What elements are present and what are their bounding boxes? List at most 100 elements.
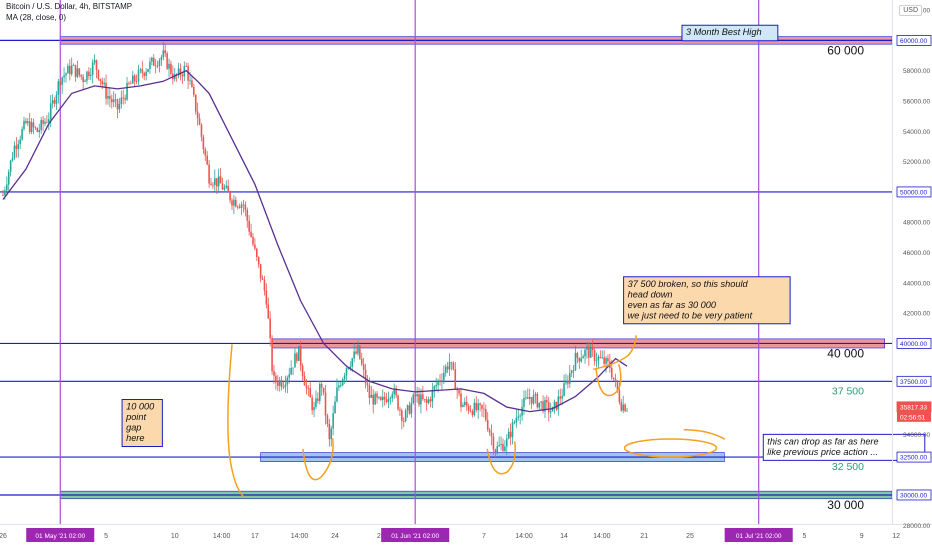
candle-body[interactable] — [57, 81, 60, 95]
candle-body[interactable] — [437, 380, 439, 386]
candle-body[interactable] — [458, 390, 460, 394]
candle-body[interactable] — [584, 349, 586, 357]
price-tag[interactable] — [896, 34, 932, 46]
candle-body[interactable] — [13, 145, 16, 159]
candle-body[interactable] — [91, 62, 94, 75]
candle-body[interactable] — [15, 145, 18, 149]
candle-body[interactable] — [131, 75, 134, 84]
candle-body[interactable] — [385, 399, 388, 402]
candle-body[interactable] — [534, 393, 537, 396]
candle-body[interactable] — [246, 209, 249, 221]
candle-body[interactable] — [324, 392, 327, 416]
candle-body[interactable] — [381, 396, 384, 400]
candle-body[interactable] — [292, 367, 294, 369]
candle-body[interactable] — [523, 398, 525, 407]
candle-body[interactable] — [488, 429, 491, 433]
candle-body[interactable] — [53, 100, 56, 104]
candle-body[interactable] — [603, 357, 605, 364]
candle-body[interactable] — [509, 431, 512, 438]
candle-body[interactable] — [435, 385, 437, 387]
candle-body[interactable] — [154, 65, 157, 67]
candle-body[interactable] — [84, 80, 86, 82]
candle-body[interactable] — [120, 97, 123, 105]
candle-body[interactable] — [44, 121, 46, 124]
candle-body[interactable] — [410, 402, 413, 414]
candle-body[interactable] — [496, 446, 499, 453]
candle-body[interactable] — [177, 68, 180, 76]
candle-body[interactable] — [391, 394, 394, 399]
candle-body[interactable] — [263, 279, 266, 291]
candle-body[interactable] — [568, 373, 571, 384]
candle-body[interactable] — [194, 94, 197, 112]
candle-body[interactable] — [212, 184, 214, 186]
candle-body[interactable] — [139, 69, 142, 71]
candle-body[interactable] — [498, 445, 500, 447]
candle-body[interactable] — [549, 411, 552, 413]
candle-body[interactable] — [242, 204, 245, 206]
candle-body[interactable] — [193, 86, 195, 95]
candle-body[interactable] — [67, 65, 69, 74]
candle-body[interactable] — [173, 74, 176, 80]
candle-body[interactable] — [301, 365, 304, 377]
candle-body[interactable] — [530, 397, 533, 404]
candle-body[interactable] — [277, 382, 279, 386]
candle-body[interactable] — [574, 353, 577, 371]
candle-body[interactable] — [521, 406, 523, 416]
candle-body[interactable] — [114, 99, 117, 101]
candle-body[interactable] — [143, 73, 146, 76]
candle-body[interactable] — [334, 401, 336, 414]
candle-body[interactable] — [40, 120, 42, 130]
candle-body[interactable] — [313, 407, 315, 411]
candle-body[interactable] — [610, 367, 613, 378]
candle-body[interactable] — [622, 404, 625, 411]
candle-body[interactable] — [359, 345, 361, 359]
breakdown-circle-drawing[interactable] — [593, 335, 637, 370]
candle-body[interactable] — [364, 369, 367, 384]
candle-body[interactable] — [97, 70, 100, 79]
candle-body[interactable] — [233, 199, 235, 206]
candle-body[interactable] — [196, 111, 199, 119]
candle-body[interactable] — [368, 385, 371, 398]
candle-body[interactable] — [538, 402, 541, 408]
candle-body[interactable] — [149, 61, 151, 69]
candle-body[interactable] — [580, 358, 583, 362]
candle-body[interactable] — [332, 413, 334, 429]
candle-body[interactable] — [450, 362, 453, 363]
candle-body[interactable] — [231, 200, 233, 206]
candle-body[interactable] — [189, 80, 191, 82]
candle-body[interactable] — [612, 377, 615, 380]
candle-body[interactable] — [227, 185, 229, 192]
candle-body[interactable] — [103, 82, 105, 85]
candle-body[interactable] — [49, 103, 52, 120]
candle-body[interactable] — [280, 380, 283, 387]
candle-body[interactable] — [11, 158, 14, 161]
candle-body[interactable] — [370, 394, 373, 398]
candle-body[interactable] — [256, 248, 258, 257]
candle-body[interactable] — [158, 60, 161, 66]
candle-body[interactable] — [294, 353, 296, 368]
candle-body[interactable] — [546, 400, 548, 403]
candle-body[interactable] — [59, 81, 62, 86]
candle-body[interactable] — [477, 403, 479, 410]
candle-body[interactable] — [576, 353, 579, 358]
candle-body[interactable] — [448, 362, 451, 370]
candle-body[interactable] — [99, 78, 102, 81]
candle-body[interactable] — [320, 384, 323, 388]
candle-body[interactable] — [80, 74, 83, 77]
candle-body[interactable] — [65, 73, 67, 76]
price-tag[interactable] — [896, 375, 932, 387]
candle-body[interactable] — [485, 409, 487, 420]
candle-body[interactable] — [48, 119, 50, 123]
candle-body[interactable] — [238, 206, 241, 208]
candle-body[interactable] — [101, 80, 104, 85]
candle-body[interactable] — [278, 380, 281, 386]
candle-body[interactable] — [374, 393, 376, 405]
candle-body[interactable] — [607, 358, 609, 362]
candle-body[interactable] — [626, 410, 628, 412]
candle-body[interactable] — [225, 185, 228, 188]
price-tag[interactable] — [896, 186, 932, 198]
candle-body[interactable] — [492, 436, 495, 450]
candle-body[interactable] — [78, 68, 81, 75]
candle-body[interactable] — [168, 63, 170, 69]
